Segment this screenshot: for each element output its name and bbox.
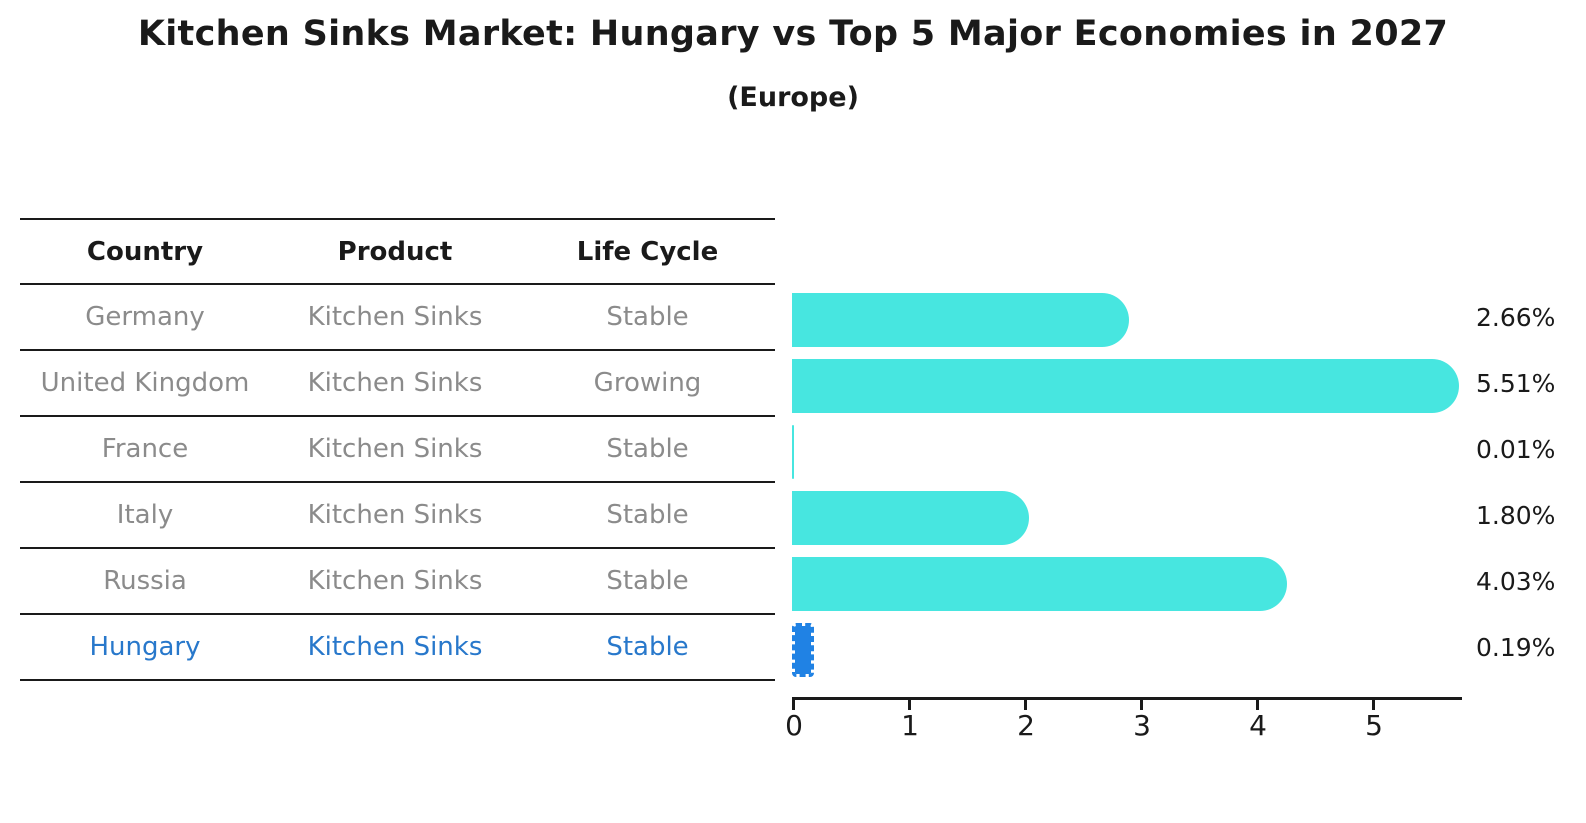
value-label-hungary: 0.19% bbox=[1476, 633, 1556, 662]
bar-france bbox=[792, 425, 794, 479]
cell-product: Kitchen Sinks bbox=[307, 368, 483, 398]
table-row-hungary: Hungary Kitchen Sinks Stable bbox=[20, 615, 775, 681]
column-header-product: Product bbox=[337, 236, 453, 267]
table-row-france: France Kitchen Sinks Stable bbox=[20, 417, 775, 483]
bar-germany bbox=[792, 293, 1129, 347]
table-header-row: Country Product Life Cycle bbox=[20, 218, 775, 285]
cell-lifecycle: Stable bbox=[606, 632, 689, 662]
bar-italy bbox=[792, 491, 1029, 545]
x-axis-tick-label-0: 0 bbox=[785, 709, 803, 742]
cell-lifecycle: Stable bbox=[606, 434, 689, 464]
chart-title: Kitchen Sinks Market: Hungary vs Top 5 M… bbox=[137, 14, 1449, 54]
value-label-germany: 2.66% bbox=[1476, 303, 1556, 332]
cell-country: United Kingdom bbox=[40, 368, 250, 398]
cell-product: Kitchen Sinks bbox=[307, 566, 483, 596]
bar-united-kingdom bbox=[792, 359, 1460, 413]
table-row-italy: Italy Kitchen Sinks Stable bbox=[20, 483, 775, 549]
cell-country: Germany bbox=[85, 302, 205, 332]
value-label-united-kingdom: 5.51% bbox=[1476, 369, 1556, 398]
table-row-russia: Russia Kitchen Sinks Stable bbox=[20, 549, 775, 615]
bar-hungary bbox=[792, 623, 815, 677]
bar-russia bbox=[792, 557, 1288, 611]
cell-country: Italy bbox=[116, 500, 174, 530]
column-header-lifecycle: Life Cycle bbox=[576, 236, 719, 267]
x-axis-tick-label-5: 5 bbox=[1365, 709, 1383, 742]
x-axis-tick-label-4: 4 bbox=[1249, 709, 1267, 742]
x-axis-tick-label-2: 2 bbox=[1017, 709, 1035, 742]
cell-country: France bbox=[101, 434, 189, 464]
table-row-germany: Germany Kitchen Sinks Stable bbox=[20, 285, 775, 351]
cell-product: Kitchen Sinks bbox=[307, 632, 483, 662]
x-axis-line bbox=[792, 697, 1462, 700]
table-row-united-kingdom: United Kingdom Kitchen Sinks Growing bbox=[20, 351, 775, 417]
value-label-france: 0.01% bbox=[1476, 435, 1556, 464]
x-axis-tick-2 bbox=[1024, 697, 1027, 710]
chart-subtitle: (Europe) bbox=[727, 82, 859, 113]
x-axis-tick-1 bbox=[908, 697, 911, 710]
cell-lifecycle: Stable bbox=[606, 566, 689, 596]
value-label-russia: 4.03% bbox=[1476, 567, 1556, 596]
x-axis-tick-0 bbox=[792, 697, 795, 710]
cell-lifecycle: Stable bbox=[606, 500, 689, 530]
x-axis-tick-5 bbox=[1372, 697, 1375, 710]
x-axis-tick-4 bbox=[1256, 697, 1259, 710]
cell-product: Kitchen Sinks bbox=[307, 302, 483, 332]
column-header-country: Country bbox=[86, 236, 204, 267]
cell-lifecycle: Growing bbox=[593, 368, 702, 398]
bar-chart: 2.66% 5.51% 0.01% 1.80% 4.03% 0.19% 0 1 … bbox=[785, 285, 1586, 745]
x-axis-tick-label-3: 3 bbox=[1133, 709, 1151, 742]
x-axis-tick-3 bbox=[1140, 697, 1143, 710]
cell-country: Hungary bbox=[89, 632, 201, 662]
comparison-table: Country Product Life Cycle Germany Kitch… bbox=[20, 218, 775, 681]
cell-product: Kitchen Sinks bbox=[307, 500, 483, 530]
cell-lifecycle: Stable bbox=[606, 302, 689, 332]
cell-product: Kitchen Sinks bbox=[307, 434, 483, 464]
cell-country: Russia bbox=[103, 566, 187, 596]
value-label-italy: 1.80% bbox=[1476, 501, 1556, 530]
x-axis-tick-label-1: 1 bbox=[901, 709, 919, 742]
